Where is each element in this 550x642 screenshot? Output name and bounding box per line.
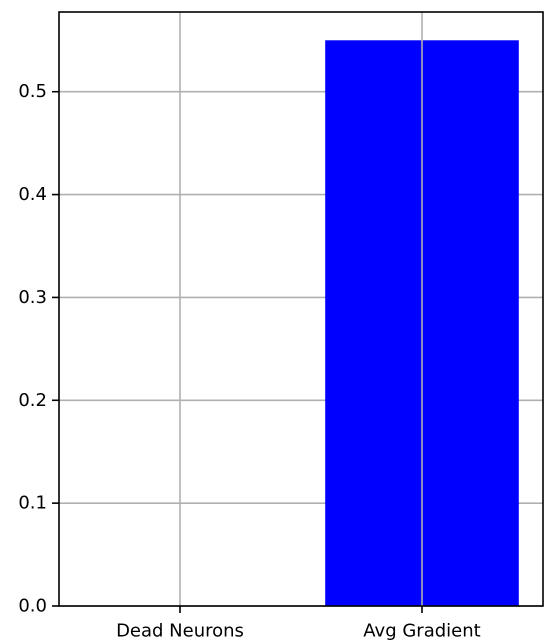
- x-tick-label: Dead Neurons: [116, 621, 244, 642]
- y-tick-label: 0.5: [18, 81, 47, 102]
- y-tick-label: 0.0: [18, 596, 47, 617]
- y-tick-label: 0.3: [18, 287, 47, 308]
- plot-frame: [58, 11, 544, 607]
- x-tick-label: Avg Gradient: [363, 621, 480, 642]
- y-axis-ticks: 0.0 0.1 0.2 0.3 0.4 0.5: [18, 81, 59, 617]
- y-tick-label: 0.1: [18, 493, 47, 514]
- y-tick-label: 0.2: [18, 390, 47, 411]
- y-tick-label: 0.4: [18, 184, 47, 205]
- x-grid-lines: [179, 12, 423, 606]
- x-axis-ticks: Dead Neurons Avg Gradient: [116, 606, 481, 642]
